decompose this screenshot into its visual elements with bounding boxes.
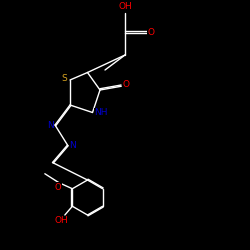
Text: N: N bbox=[69, 140, 76, 149]
Text: N: N bbox=[46, 120, 54, 130]
Text: O: O bbox=[148, 28, 155, 37]
Text: OH: OH bbox=[55, 216, 69, 225]
Text: S: S bbox=[62, 74, 67, 83]
Text: O: O bbox=[55, 182, 62, 192]
Text: NH: NH bbox=[94, 108, 108, 117]
Text: O: O bbox=[122, 80, 129, 89]
Text: OH: OH bbox=[118, 2, 132, 12]
